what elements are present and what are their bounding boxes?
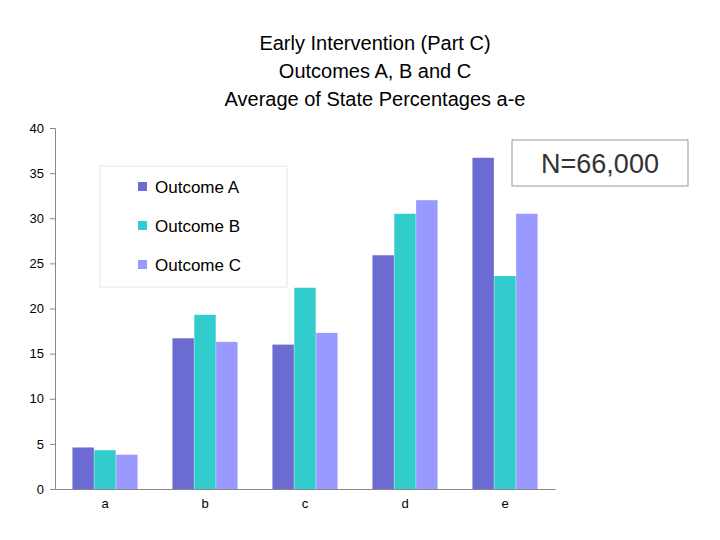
y-tick: 10 bbox=[30, 391, 55, 406]
bar bbox=[516, 214, 537, 489]
x-tick: a bbox=[101, 489, 109, 511]
y-tick-mark bbox=[50, 218, 55, 219]
title-line: Early Intervention (Part C) bbox=[259, 32, 490, 54]
bars bbox=[72, 158, 537, 489]
y-tick-mark bbox=[50, 173, 55, 174]
y-tick-label: 5 bbox=[37, 437, 44, 452]
bar bbox=[216, 342, 237, 489]
x-tick-label: a bbox=[101, 496, 109, 511]
y-tick: 25 bbox=[30, 256, 55, 271]
bar bbox=[194, 315, 215, 489]
x-tick-label: c bbox=[302, 496, 309, 511]
bar bbox=[416, 200, 437, 489]
bar bbox=[494, 276, 515, 489]
y-tick-label: 35 bbox=[30, 166, 44, 181]
y-tick-mark bbox=[50, 309, 55, 310]
y-tick-mark bbox=[50, 399, 55, 400]
x-axis: a b c d e bbox=[56, 489, 556, 511]
y-tick: 35 bbox=[30, 166, 55, 181]
bar bbox=[116, 455, 137, 489]
y-tick-mark bbox=[50, 263, 55, 264]
y-tick-label: 30 bbox=[30, 211, 44, 226]
bar bbox=[294, 288, 315, 489]
y-tick-mark bbox=[50, 444, 55, 445]
legend-label: Outcome A bbox=[155, 178, 240, 197]
y-tick-label: 15 bbox=[30, 346, 44, 361]
y-axis-line bbox=[50, 129, 56, 490]
y-tick-label: 40 bbox=[30, 121, 44, 136]
bar bbox=[372, 255, 393, 489]
bar bbox=[272, 345, 293, 489]
legend: Outcome A Outcome B Outcome C bbox=[100, 166, 287, 287]
legend-label: Outcome B bbox=[155, 217, 240, 236]
y-tick-mark bbox=[50, 489, 55, 490]
x-tick: e bbox=[501, 489, 508, 511]
y-tick: 40 bbox=[30, 121, 55, 136]
bar bbox=[316, 333, 337, 489]
y-tick-label: 0 bbox=[37, 482, 44, 497]
bar bbox=[72, 447, 93, 489]
x-tick-label: e bbox=[501, 496, 508, 511]
title-line: Outcomes A, B and C bbox=[279, 60, 471, 82]
legend-label: Outcome C bbox=[155, 256, 241, 275]
bar bbox=[394, 214, 415, 489]
annotation: N=66,000 bbox=[512, 140, 688, 186]
y-tick-label: 10 bbox=[30, 391, 44, 406]
y-tick-mark bbox=[50, 128, 55, 129]
y-axis: 0 5 10 15 20 25 30 35 40 bbox=[30, 121, 56, 497]
x-tick: d bbox=[401, 489, 408, 511]
annotation-box bbox=[512, 140, 688, 186]
legend-swatch bbox=[138, 182, 147, 191]
x-axis-line bbox=[56, 489, 556, 490]
annotation-text: N=66,000 bbox=[541, 149, 659, 179]
x-tick: b bbox=[201, 489, 208, 511]
bar bbox=[172, 338, 193, 489]
bar bbox=[94, 450, 115, 489]
x-tick-label: d bbox=[401, 496, 408, 511]
bar bbox=[472, 158, 493, 489]
legend-swatch bbox=[138, 260, 147, 269]
y-tick: 15 bbox=[30, 346, 55, 361]
title: Early Intervention (Part C) Outcomes A, B… bbox=[225, 32, 526, 110]
legend-swatch bbox=[138, 221, 147, 230]
x-tick-label: b bbox=[201, 496, 208, 511]
y-tick: 20 bbox=[30, 301, 55, 316]
x-tick: c bbox=[302, 489, 309, 511]
y-tick: 30 bbox=[30, 211, 55, 226]
chart: Early Intervention (Part C) Outcomes A, B… bbox=[0, 0, 720, 540]
y-tick-mark bbox=[50, 354, 55, 355]
y-tick: 5 bbox=[37, 437, 55, 452]
y-tick-label: 20 bbox=[30, 301, 44, 316]
y-tick-label: 25 bbox=[30, 256, 44, 271]
title-line: Average of State Percentages a-e bbox=[225, 88, 526, 110]
y-tick: 0 bbox=[37, 482, 55, 497]
legend-box bbox=[100, 166, 287, 287]
